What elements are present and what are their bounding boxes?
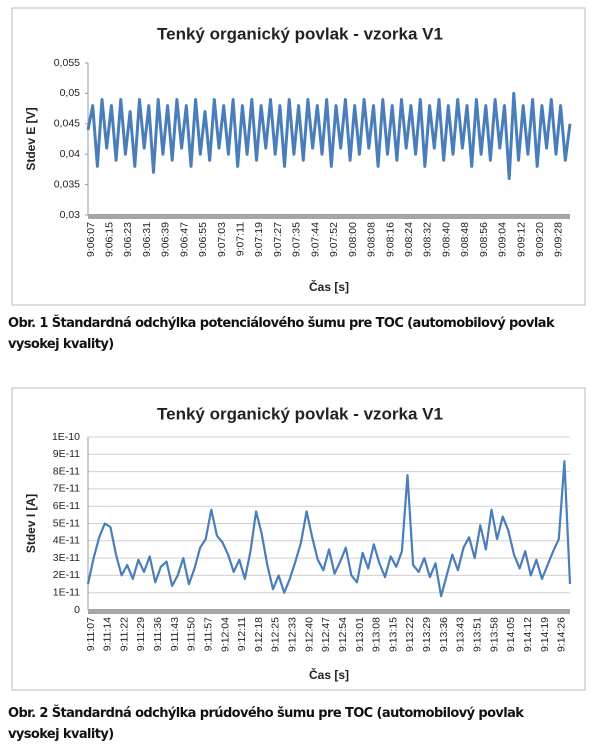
x-tick-label: 9:11:07	[85, 617, 97, 651]
x-tick-label: 9:12:18	[253, 617, 265, 652]
chart: Tenký organický povlak - vzorka V1 Stdev …	[11, 7, 586, 306]
x-tick-label: 9:08:40	[440, 222, 452, 257]
x-axis	[88, 609, 570, 614]
chart-title: Tenký organický povlak - vzorka V1	[157, 404, 443, 423]
x-tick-label: 9:12:33	[287, 617, 299, 652]
x-tick-label: 9:06:39	[160, 222, 172, 257]
x-tick-label: 9:13:51	[472, 617, 484, 652]
chart-frame	[11, 387, 586, 691]
data-line	[86, 460, 572, 598]
x-tick-label: 9:13:08	[371, 617, 383, 652]
x-tick-label: 9:08:56	[478, 222, 490, 257]
y-tick-label: 5E-11	[53, 517, 80, 529]
chart: Tenký organický povlak - vzorka V1 Stdev …	[11, 387, 586, 691]
x-tick-label: 9:09:20	[534, 222, 546, 257]
x-tick-label: 9:12:25	[270, 617, 282, 652]
x-axis-label: Čas [s]	[309, 279, 349, 294]
x-tick-label: 9:11:50	[186, 617, 198, 651]
x-tick-label: 9:07:52	[328, 222, 340, 257]
x-tick-label: 9:11:36	[152, 617, 164, 651]
x-tick-label: 9:07:19	[253, 222, 265, 257]
x-tick-label: 9:06:55	[197, 222, 209, 257]
x-tick-label: 9:13:43	[455, 617, 467, 652]
x-tick-label: 9:09:28	[553, 222, 565, 257]
data-line	[86, 91, 572, 180]
x-tick-label: 9:08:24	[403, 222, 415, 257]
x-tick-label: 9:06:15	[103, 222, 115, 257]
x-axis-label: Čas [s]	[309, 667, 349, 682]
x-tick-label: 9:14:26	[556, 617, 568, 652]
y-tick-label: 0,055	[54, 57, 80, 69]
x-tick-label: 9:08:32	[422, 222, 434, 257]
x-tick-label: 9:13:36	[438, 617, 450, 652]
x-tick-label: 9:11:29	[135, 617, 147, 651]
x-tick-label: 9:09:12	[515, 222, 527, 257]
y-tick-label: 3E-11	[53, 552, 80, 564]
x-tick-label: 9:08:00	[347, 222, 359, 257]
y-tick-label: 2E-11	[53, 569, 80, 581]
x-tick-label: 9:07:44	[309, 222, 321, 257]
x-tick-label: 9:14:05	[505, 617, 517, 652]
x-tick-label: 9:13:22	[404, 617, 416, 652]
x-tick-label: 9:07:27	[272, 222, 284, 257]
x-tick-label: 9:14:19	[539, 617, 551, 652]
x-tick-label: 9:12:47	[320, 617, 332, 652]
y-axis-label: Stdev I [A]	[24, 494, 38, 553]
x-axis	[88, 214, 570, 219]
x-tick-label: 9:13:01	[354, 617, 366, 652]
x-tick-label: 9:06:07	[85, 222, 97, 257]
y-tick-label: 8E-11	[53, 465, 80, 477]
x-tick-label: 9:06:47	[178, 222, 190, 257]
y-tick-label: 4E-11	[53, 535, 80, 547]
x-tick-label: 9:12:11	[236, 617, 248, 651]
x-tick-label: 9:06:23	[122, 222, 134, 257]
x-tick-label: 9:13:15	[387, 617, 399, 652]
y-tick-label: 0,035	[54, 178, 80, 190]
x-tick-label: 9:08:48	[459, 222, 471, 257]
x-tick-label: 9:13:29	[421, 617, 433, 652]
x-tick-label: 9:11:57	[202, 617, 214, 651]
x-tick-label: 9:07:35	[291, 222, 303, 257]
x-tick-label: 9:07:11	[235, 222, 247, 256]
x-tick-label: 9:08:08	[366, 222, 378, 257]
y-tick-label: 7E-11	[53, 483, 80, 495]
y-tick-label: 1E-11	[53, 586, 80, 598]
x-tick-label: 9:12:04	[219, 617, 231, 652]
y-tick-label: 1E-10	[52, 431, 80, 443]
x-tick-label: 9:11:14	[102, 617, 114, 651]
x-tick-label: 9:12:40	[303, 617, 315, 652]
x-tick-label: 9:12:54	[337, 617, 349, 652]
y-tick-label: 0,045	[54, 118, 80, 130]
x-tick-label: 9:08:16	[384, 222, 396, 257]
y-tick-label: 0,03	[60, 209, 81, 221]
y-tick-label: 0	[74, 604, 80, 616]
x-tick-label: 9:09:04	[497, 222, 509, 257]
x-tick-label: 9:11:22	[118, 617, 130, 651]
y-axis-label: Stdev E [V]	[24, 107, 38, 170]
x-tick-label: 9:07:03	[216, 222, 228, 257]
x-tick-label: 9:11:43	[169, 617, 181, 651]
y-tick-label: 0,05	[60, 87, 81, 99]
caption: Obr. 1 Štandardná odchýlka potenciálovéh…	[8, 316, 555, 352]
x-tick-label: 9:06:31	[141, 222, 153, 257]
y-tick-label: 0,04	[60, 148, 81, 160]
chart-title: Tenký organický povlak - vzorka V1	[157, 24, 443, 43]
caption: Obr. 2 Štandardná odchýlka prúdového šum…	[8, 706, 524, 742]
x-tick-label: 9:14:12	[522, 617, 534, 652]
x-tick-label: 9:13:58	[488, 617, 500, 652]
y-tick-label: 6E-11	[53, 500, 80, 512]
y-tick-label: 9E-11	[53, 448, 80, 460]
